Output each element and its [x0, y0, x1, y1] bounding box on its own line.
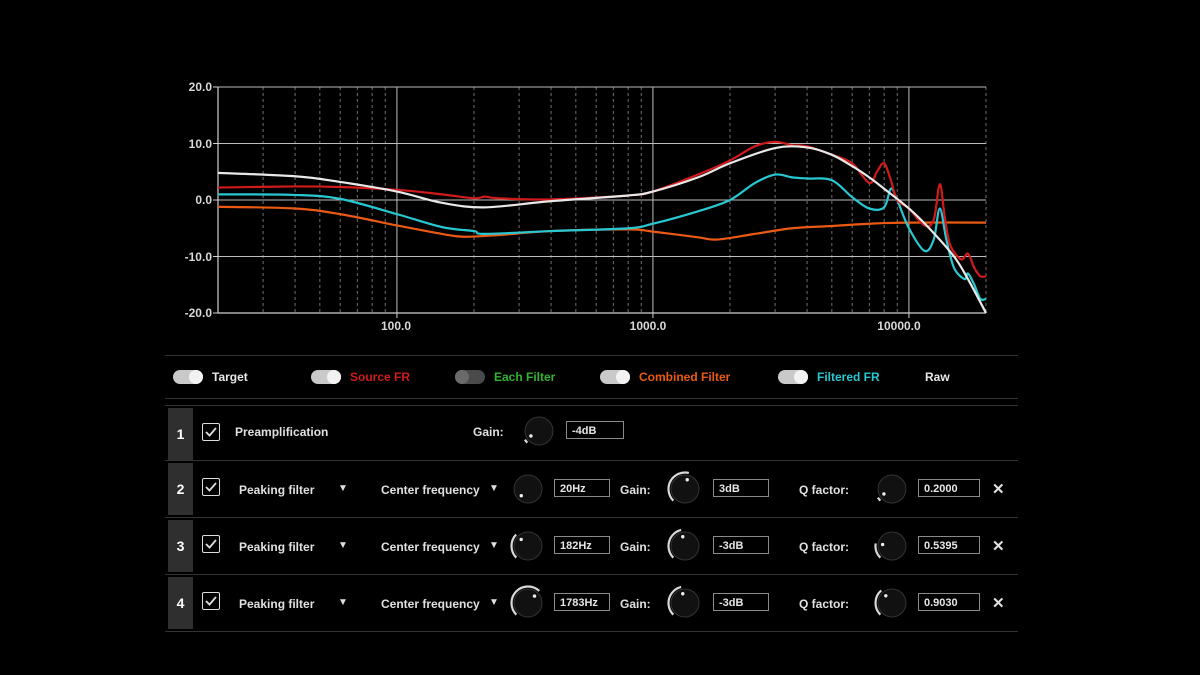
legend: Target Source FR Each Filter Combined Fi… — [170, 366, 1010, 388]
frequency-knob[interactable] — [510, 585, 546, 621]
chevron-down-icon[interactable]: ▼ — [338, 597, 348, 608]
gain-input[interactable]: -3dB — [713, 536, 769, 554]
gain-knob[interactable] — [521, 413, 557, 449]
legend-label: Raw — [925, 370, 950, 384]
separator — [165, 517, 1018, 518]
q-factor-knob[interactable] — [874, 528, 910, 564]
legend-label: Target — [212, 370, 248, 384]
legend-label: Each Filter — [494, 370, 556, 384]
y-tick-label: 0.0 — [195, 193, 212, 207]
close-icon[interactable]: ✕ — [992, 595, 1005, 612]
legend-label: Source FR — [350, 370, 411, 384]
toggle-switch[interactable] — [778, 370, 808, 384]
filter-type-select[interactable]: Peaking filter — [239, 540, 315, 554]
enable-checkbox[interactable] — [202, 478, 220, 496]
filter-row-preamp: 1 Preamplification Gain: -4dB — [168, 408, 1018, 460]
legend-item-filtered-fr[interactable]: Filtered FR — [778, 366, 880, 388]
x-tick-label: 100.0 — [381, 319, 411, 333]
gain-input[interactable]: -3dB — [713, 593, 769, 611]
legend-item-target[interactable]: Target — [173, 366, 248, 388]
gain-knob[interactable] — [667, 528, 703, 564]
gain-label: Gain: — [473, 425, 504, 439]
gain-input[interactable]: 3dB — [713, 479, 769, 497]
q-factor-input[interactable]: 0.2000 — [918, 479, 980, 497]
separator — [165, 355, 1018, 356]
gain-knob[interactable] — [667, 585, 703, 621]
separator — [165, 460, 1018, 461]
filter-row: 3 Peaking filter ▼ Center frequency ▼ 18… — [168, 520, 1018, 572]
q-factor-knob[interactable] — [874, 585, 910, 621]
enable-checkbox[interactable] — [202, 535, 220, 553]
q-factor-label: Q factor: — [799, 597, 850, 611]
row-number: 1 — [168, 408, 193, 460]
gain-label: Gain: — [620, 540, 651, 554]
series-lines — [217, 140, 987, 314]
y-tick-label: -20.0 — [185, 306, 213, 320]
legend-label: Combined Filter — [639, 370, 731, 384]
frequency-mode-select[interactable]: Center frequency — [381, 540, 480, 554]
q-factor-label: Q factor: — [799, 540, 850, 554]
separator — [165, 405, 1018, 406]
enable-checkbox[interactable] — [202, 423, 220, 441]
y-tick-label: 10.0 — [189, 137, 213, 151]
gain-input[interactable]: -4dB — [566, 421, 624, 439]
grid — [213, 86, 987, 318]
toggle-switch[interactable] — [600, 370, 630, 384]
y-tick-label: 20.0 — [189, 80, 213, 94]
frequency-input[interactable]: 1783Hz — [554, 593, 610, 611]
gain-knob[interactable] — [667, 471, 703, 507]
legend-item-each-filter[interactable]: Each Filter — [455, 366, 555, 388]
chevron-down-icon[interactable]: ▼ — [338, 540, 348, 551]
toggle-switch[interactable] — [455, 370, 485, 384]
frequency-knob[interactable] — [510, 471, 546, 507]
frequency-input[interactable]: 182Hz — [554, 536, 610, 554]
close-icon[interactable]: ✕ — [992, 538, 1005, 555]
legend-item-source-fr[interactable]: Source FR — [311, 366, 410, 388]
x-tick-label: 1000.0 — [630, 319, 667, 333]
separator — [165, 574, 1018, 575]
tick-labels: 20.0 10.0 0.0 -10.0 -20.0 100.0 1000.0 1… — [185, 80, 921, 333]
x-tick-label: 10000.0 — [877, 319, 921, 333]
chevron-down-icon[interactable]: ▼ — [489, 483, 499, 494]
filter-row: 4 Peaking filter ▼ Center frequency ▼ 17… — [168, 577, 1018, 629]
q-factor-input[interactable]: 0.5395 — [918, 536, 980, 554]
filter-type-select[interactable]: Peaking filter — [239, 483, 315, 497]
legend-item-combined-filter[interactable]: Combined Filter — [600, 366, 730, 388]
row-number: 4 — [168, 577, 193, 629]
chevron-down-icon[interactable]: ▼ — [489, 597, 499, 608]
series-line-combined-filter — [217, 205, 987, 241]
chevron-down-icon[interactable]: ▼ — [338, 483, 348, 494]
filter-type-select[interactable]: Peaking filter — [239, 597, 315, 611]
y-tick-label: -10.0 — [185, 250, 213, 264]
preamp-label: Preamplification — [235, 425, 329, 439]
legend-label: Filtered FR — [817, 370, 880, 384]
row-number: 2 — [168, 463, 193, 515]
frequency-mode-select[interactable]: Center frequency — [381, 483, 480, 497]
separator — [165, 398, 1018, 399]
enable-checkbox[interactable] — [202, 592, 220, 610]
series-line-filtered-fr — [217, 173, 987, 302]
chevron-down-icon[interactable]: ▼ — [489, 540, 499, 551]
series-line-target — [217, 145, 987, 314]
legend-item-raw[interactable]: Raw — [925, 366, 950, 388]
frequency-mode-select[interactable]: Center frequency — [381, 597, 480, 611]
q-factor-label: Q factor: — [799, 483, 850, 497]
separator — [165, 631, 1018, 632]
frequency-knob[interactable] — [510, 528, 546, 564]
gain-label: Gain: — [620, 597, 651, 611]
toggle-switch[interactable] — [173, 370, 203, 384]
q-factor-input[interactable]: 0.9030 — [918, 593, 980, 611]
close-icon[interactable]: ✕ — [992, 481, 1005, 498]
frequency-input[interactable]: 20Hz — [554, 479, 610, 497]
row-number: 3 — [168, 520, 193, 572]
filter-row: 2 Peaking filter ▼ Center frequency ▼ 20… — [168, 463, 1018, 515]
toggle-switch[interactable] — [311, 370, 341, 384]
q-factor-knob[interactable] — [874, 471, 910, 507]
frequency-response-chart: 20.0 10.0 0.0 -10.0 -20.0 100.0 1000.0 1… — [185, 80, 987, 333]
gain-label: Gain: — [620, 483, 651, 497]
